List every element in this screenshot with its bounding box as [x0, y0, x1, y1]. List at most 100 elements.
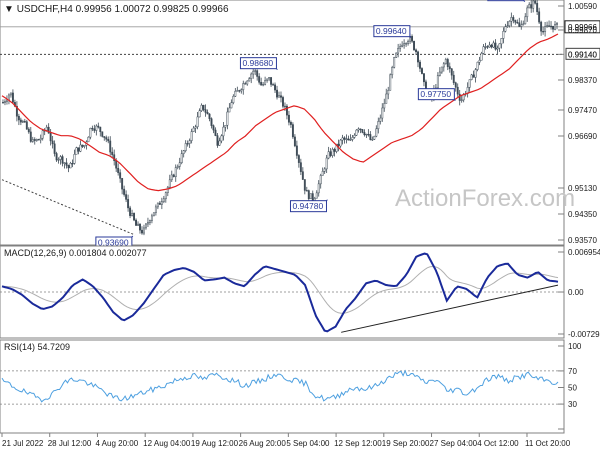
candle-body — [534, 0, 537, 4]
header-symbol: USDCHF,H4 — [17, 4, 74, 15]
candle-body — [160, 201, 163, 205]
candle-body — [248, 78, 251, 82]
x-tick-label: 5 Sep 04:00 — [286, 439, 330, 448]
candle-body — [95, 125, 98, 131]
candle-body — [415, 49, 417, 53]
x-tick-label: 4 Aug 20:00 — [95, 439, 138, 448]
candle-body — [371, 139, 374, 141]
rsi-tick-label: 30 — [568, 400, 577, 409]
annotation-box — [239, 57, 277, 70]
price-y-axis: 1.00590 0.99870 0.99140 0.98370 0.97470 0.966… — [558, 2, 597, 245]
candle-body — [212, 125, 215, 131]
candle-body — [504, 26, 507, 32]
candle-body — [536, 3, 539, 13]
candle-body — [6, 99, 8, 102]
candle-body — [490, 44, 493, 48]
candle-body — [216, 135, 219, 146]
rsi-tick-label: 70 — [568, 367, 577, 376]
candle-body — [101, 131, 104, 137]
candle-body — [69, 163, 72, 169]
candle-body — [252, 70, 255, 75]
x-tick-label: 19 Sep 20:00 — [382, 439, 430, 448]
candle-body — [309, 193, 312, 200]
price-tick-label: 0.99140 — [568, 50, 597, 59]
price-tick-label: 0.94350 — [568, 210, 597, 219]
candle-body — [254, 70, 257, 72]
price-tick-label: 0.95130 — [568, 184, 597, 193]
candle-body — [280, 95, 282, 98]
candle-body — [476, 61, 479, 70]
candle-body — [129, 207, 132, 216]
macd-label: MACD(12,26,9) 0.001804 0.002077 — [4, 248, 147, 258]
candle-body — [480, 53, 483, 61]
candle-body — [180, 153, 183, 164]
candle-body — [355, 129, 358, 136]
header-high: 1.00072 — [115, 4, 152, 15]
candle-body — [403, 43, 406, 46]
rsi-panel: RSI(14) 54.7209 100 70 50 30 — [0, 339, 582, 434]
time-x-axis: 21 Jul 2022 28 Jul 12:00 4 Aug 20:00 12 Aug… — [1, 433, 571, 448]
candle-body — [242, 83, 245, 90]
candle-body — [222, 126, 225, 137]
header-close: 0.99966 — [192, 4, 229, 15]
candle-body — [478, 59, 481, 63]
candle-body — [139, 223, 141, 231]
candle-body — [522, 23, 525, 26]
candle-body — [23, 121, 26, 123]
candle-body — [460, 99, 463, 101]
x-tick-label: 27 Sep 04:00 — [430, 439, 478, 448]
candle-body — [506, 25, 509, 27]
candle-body — [272, 84, 275, 86]
price-tick-label: 0.98370 — [568, 76, 597, 85]
candle-body — [152, 212, 155, 217]
candle-body — [343, 137, 346, 140]
candle-body — [145, 223, 147, 229]
candle-body — [552, 25, 554, 30]
candle-body — [530, 4, 533, 9]
candle-body — [554, 24, 556, 30]
candle-body — [297, 155, 300, 163]
candle-body — [119, 172, 122, 179]
downtrend-line — [1, 179, 136, 236]
candle-body — [67, 165, 70, 169]
header-low: 0.99825 — [153, 4, 190, 15]
annotation-pointer — [131, 235, 134, 238]
candle-body — [377, 121, 380, 130]
candle-body — [331, 149, 334, 156]
candle-body — [329, 151, 332, 156]
candle-body — [93, 128, 96, 131]
candle-body — [246, 80, 249, 85]
candle-body — [315, 192, 318, 199]
candle-body — [353, 134, 356, 138]
candle-body — [379, 117, 382, 122]
candle-body — [107, 138, 110, 142]
candle-body — [87, 136, 90, 143]
candle-body — [73, 154, 76, 164]
candle-body — [419, 61, 421, 69]
candle-body — [345, 138, 348, 140]
x-tick-label: 26 Aug 20:00 — [239, 439, 287, 448]
rsi-line — [1, 369, 559, 403]
candle-body — [387, 90, 390, 95]
candle-body — [317, 183, 320, 194]
candle-body — [83, 145, 86, 147]
candle-body — [103, 136, 106, 138]
candle-body — [65, 162, 68, 166]
candle-body — [220, 135, 223, 142]
candle-body — [178, 162, 181, 167]
candle-body — [244, 83, 247, 85]
x-tick-label: 11 Oct 20:00 — [525, 439, 571, 448]
candle-body — [148, 220, 151, 223]
candle-body — [351, 137, 354, 140]
candle-body — [51, 140, 54, 145]
candle-body — [472, 74, 475, 78]
candle-body — [365, 133, 368, 136]
candle-body — [266, 78, 269, 81]
candle-body — [75, 147, 78, 155]
candle-body — [289, 122, 292, 125]
price-tick-label: 0.97470 — [568, 106, 597, 115]
candle-body — [218, 140, 221, 146]
candle-body — [423, 73, 425, 83]
candle-body — [319, 175, 322, 185]
